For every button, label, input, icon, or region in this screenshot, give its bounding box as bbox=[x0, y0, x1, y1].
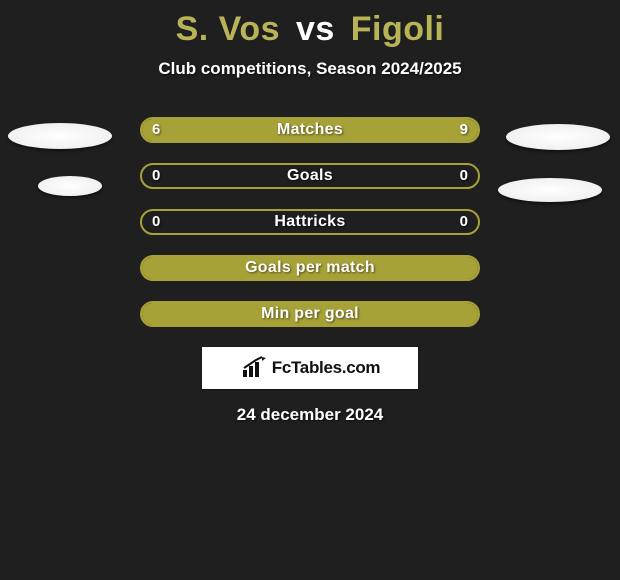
page-title: S. Vos vs Figoli bbox=[0, 0, 620, 49]
ellipse-icon bbox=[506, 124, 610, 150]
stat-value-left: 0 bbox=[152, 165, 160, 187]
stat-label: Goals per match bbox=[142, 257, 478, 279]
stat-row: Goals per match bbox=[140, 255, 480, 281]
stat-value-right: 0 bbox=[460, 165, 468, 187]
stat-value-left: 0 bbox=[152, 211, 160, 233]
stat-row: Min per goal bbox=[140, 301, 480, 327]
chart-icon bbox=[240, 356, 268, 380]
comparison-panel: S. Vos vs Figoli Club competitions, Seas… bbox=[0, 0, 620, 580]
stat-label: Hattricks bbox=[142, 211, 478, 233]
stat-value-left: 6 bbox=[152, 119, 160, 141]
stat-label: Min per goal bbox=[142, 303, 478, 325]
stat-row: Goals0 0 bbox=[140, 163, 480, 189]
ellipse-icon bbox=[498, 178, 602, 202]
player1-name: S. Vos bbox=[176, 10, 280, 48]
stat-value-right: 9 bbox=[460, 119, 468, 141]
source-logo: FcTables.com bbox=[202, 347, 418, 389]
stat-row: Matches6 9 bbox=[140, 117, 480, 143]
stat-row: Hattricks0 0 bbox=[140, 209, 480, 235]
stat-label: Matches bbox=[142, 119, 478, 141]
ellipse-icon bbox=[38, 176, 102, 196]
stat-rows: Matches69Goals00Hattricks00Goals per mat… bbox=[0, 117, 620, 327]
vs-text: vs bbox=[296, 10, 335, 48]
source-logo-text: FcTables.com bbox=[272, 358, 381, 378]
competition-subtitle: Club competitions, Season 2024/2025 bbox=[0, 59, 620, 79]
ellipse-icon bbox=[8, 123, 112, 149]
snapshot-date: 24 december 2024 bbox=[0, 405, 620, 425]
player2-name: Figoli bbox=[351, 10, 445, 48]
stat-label: Goals bbox=[142, 165, 478, 187]
stat-value-right: 0 bbox=[460, 211, 468, 233]
